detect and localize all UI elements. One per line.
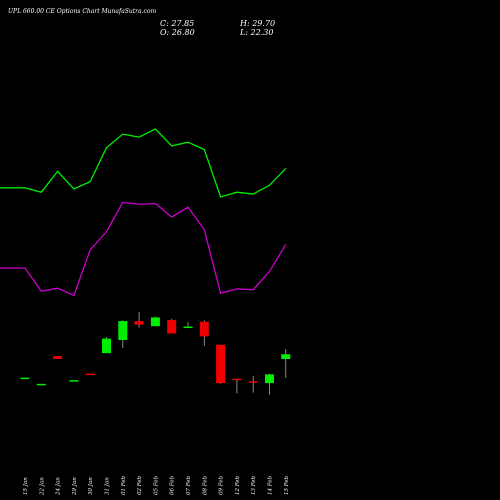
candle-16 [281, 349, 291, 378]
candle-body [85, 373, 95, 376]
high-value: H: 29.70 [240, 19, 276, 28]
candle-5 [102, 337, 111, 354]
candle-15 [265, 373, 274, 395]
candle-body [134, 321, 144, 325]
candle-6 [118, 320, 128, 349]
candle-0 [20, 377, 30, 380]
open-value: O: 26.80 [160, 28, 195, 37]
x-tick-label: 31 Jan [105, 477, 111, 495]
candle-1 [36, 383, 46, 386]
x-tick-label: 30 Jan [88, 477, 94, 495]
candle-8 [150, 316, 160, 327]
candle-10 [183, 322, 193, 329]
lower-band-line [0, 201, 287, 297]
x-tick-label: 07 Feb [186, 475, 192, 495]
candle-3 [69, 380, 79, 382]
low-value: L: 22.30 [240, 28, 274, 37]
candle-body [248, 381, 258, 383]
x-tick-label: 13 Feb [251, 475, 257, 495]
candle-body [53, 356, 63, 360]
candle-body [102, 338, 111, 354]
candle-11 [199, 320, 209, 346]
candle-body [20, 377, 30, 380]
x-tick-label: 15 Feb [284, 475, 290, 495]
x-tick-label: 29 Jan [72, 477, 78, 496]
close-value: C: 27.85 [160, 19, 195, 28]
x-tick-label: 01 Feb [121, 475, 127, 495]
bands-layer [0, 128, 287, 297]
x-tick-label: 24 Jan [56, 477, 62, 496]
x-axis-ticks: 15 Jan 22 Jan 24 Jan 29 Jan 30 Jan 31 Jan 01 F… [23, 475, 290, 496]
candle-4 [85, 373, 95, 376]
candle-body [183, 326, 193, 329]
candle-7 [134, 311, 144, 328]
x-tick-label: 22 Jan [39, 477, 45, 496]
candles-layer [20, 311, 291, 395]
candle-body [199, 321, 209, 337]
candle-9 [167, 318, 177, 334]
x-tick-label: 02 Feb [137, 475, 143, 495]
candle-body [150, 317, 160, 327]
candle-body [118, 321, 128, 341]
chart-title: UPL 660.00 CE Options Chart MunafaSutra.… [8, 8, 157, 15]
candle-12 [216, 344, 226, 384]
x-tick-label: 12 Feb [235, 475, 241, 495]
candle-body [36, 383, 46, 386]
candle-body [281, 354, 291, 360]
candle-14 [248, 375, 258, 393]
x-tick-label: 14 Feb [268, 475, 274, 495]
upper-band-line [0, 128, 287, 198]
x-tick-label: 08 Feb [202, 475, 208, 495]
x-tick-label: 15 Jan [23, 477, 29, 495]
candle-body [232, 378, 242, 381]
candle-body [265, 374, 274, 384]
x-tick-label: 06 Feb [170, 475, 176, 495]
candle-2 [53, 356, 63, 360]
candle-body [69, 380, 79, 382]
x-tick-label: 09 Feb [219, 475, 225, 495]
x-tick-label: 05 Feb [153, 475, 159, 495]
candle-13 [232, 378, 242, 394]
candle-body [167, 319, 177, 334]
candle-body [216, 344, 226, 384]
